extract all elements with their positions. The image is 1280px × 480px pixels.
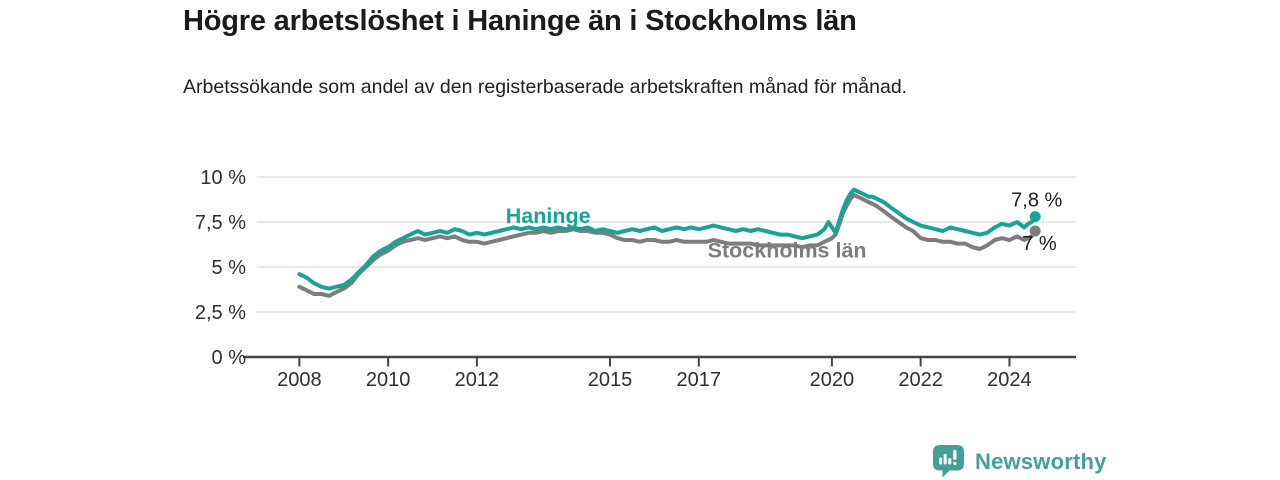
y-tick-label: 7,5 % (195, 212, 246, 234)
newsworthy-logo[interactable]: Newsworthy (933, 445, 1107, 478)
x-tick-label: 2017 (677, 369, 722, 391)
unemployment-line-chart: 10 % 7,5 % 5 % 2,5 % 0 % 2008 2010 2012 2015 2017… (195, 167, 1076, 391)
series-end-value: 7 % (1022, 233, 1057, 255)
y-tick-label: 2,5 % (195, 302, 246, 324)
newsworthy-wordmark: Newsworthy (975, 448, 1107, 474)
x-tick-label: 2012 (455, 369, 500, 391)
series-label-stockholms-lan: Stockholms län (708, 239, 867, 263)
series-endpoint-dot (1029, 211, 1041, 223)
chart-subtitle: Arbetssökande som andel av den registerb… (183, 76, 908, 98)
series-endpoint-dot (1029, 225, 1041, 237)
x-tick-label: 2024 (987, 369, 1032, 391)
y-tick-label: 0 % (212, 347, 247, 369)
series-line-stockholms-lan (297, 193, 1038, 298)
y-tick-label: 5 % (212, 257, 247, 279)
y-tick-label: 10 % (200, 167, 246, 189)
series-line-haninge (297, 187, 1038, 291)
x-tick-label: 2015 (588, 369, 633, 391)
x-tick-label: 2010 (366, 369, 411, 391)
newsworthy-icon (933, 445, 964, 478)
series-label-haninge: Haninge (506, 204, 591, 228)
series-end-value: 7,8 % (1011, 190, 1062, 212)
x-tick-label: 2008 (277, 369, 322, 391)
x-tick-label: 2022 (898, 369, 943, 391)
chart-title: Högre arbetslöshet i Haninge än i Stockh… (183, 5, 857, 37)
x-tick-label: 2020 (810, 369, 855, 391)
